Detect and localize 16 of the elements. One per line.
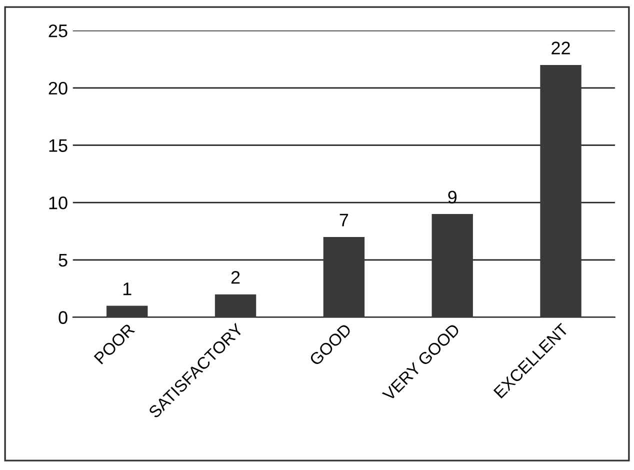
y-tick-label: 5 (58, 254, 68, 267)
data-label: 9 (448, 190, 457, 204)
y-tick-label: 15 (49, 139, 68, 152)
bar (540, 64, 582, 318)
y-tick-label: 25 (48, 24, 68, 38)
y-tick-label: 0 (58, 311, 68, 324)
bar (106, 306, 148, 318)
y-tick-label: 10 (49, 196, 68, 210)
bar (432, 214, 473, 318)
data-label: 22 (552, 42, 570, 54)
data-label: 2 (231, 271, 240, 284)
data-label: 7 (340, 214, 348, 226)
data-label: 1 (123, 282, 132, 296)
y-tick-label: 20 (48, 82, 68, 95)
bar (323, 236, 365, 318)
bar (214, 294, 256, 318)
